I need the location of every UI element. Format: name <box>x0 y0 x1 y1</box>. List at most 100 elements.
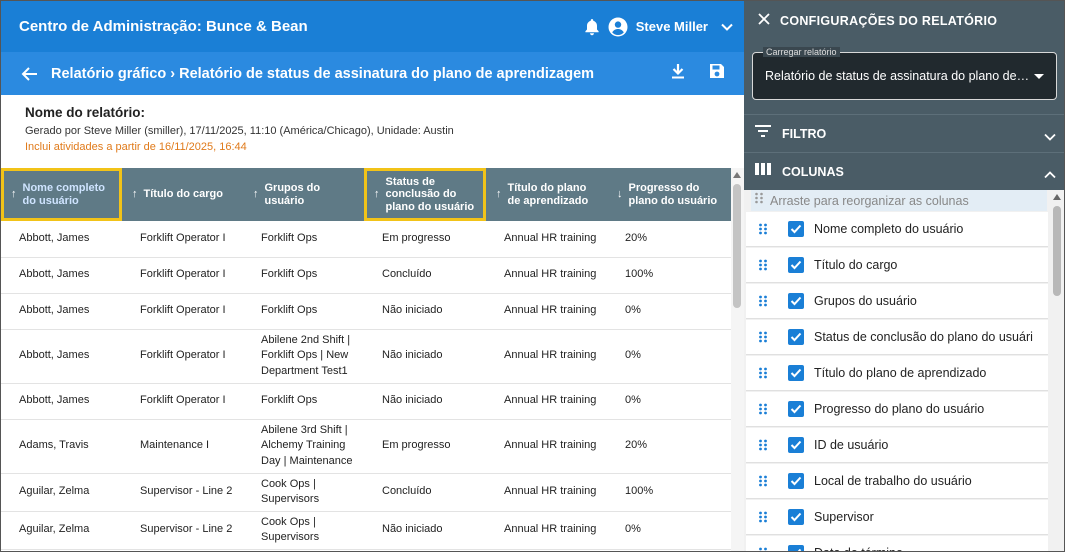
scroll-up-icon[interactable] <box>1053 194 1061 200</box>
column-checkbox[interactable] <box>788 329 804 345</box>
drag-handle-icon[interactable] <box>750 402 776 416</box>
column-header-completion-status[interactable]: ↑ Status de conclusão do plano do usuário <box>364 168 486 221</box>
column-list-item[interactable]: Supervisor <box>746 500 1048 535</box>
column-list-scrollbar[interactable] <box>1049 190 1064 551</box>
cell-status: Concluído <box>364 473 486 512</box>
column-list-item[interactable]: Progresso do plano do usuário <box>746 392 1048 427</box>
cell-user-groups: Cook Ops | Supervisors <box>243 473 364 512</box>
cell-user-groups: Forklift Ops <box>243 257 364 294</box>
cell-full-name: Aguilar, Zelma <box>1 473 122 512</box>
load-report-value: Relatório de status de assinatura do pla… <box>765 69 1030 83</box>
column-item-label: Data de término <box>814 546 1044 551</box>
sub-header: Relatório gráfico › Relatório de status … <box>1 52 744 95</box>
load-report-select[interactable]: Carregar relatório Relatório de status d… <box>752 47 1057 100</box>
cell-full-name: Abbott, James <box>1 221 122 258</box>
column-header-full-name[interactable]: ↑ Nome completo do usuário <box>1 168 122 221</box>
column-checkbox[interactable] <box>788 545 804 551</box>
cell-plan-title: Annual HR training <box>486 293 607 330</box>
sort-arrow-icon: ↑ <box>132 188 138 201</box>
sort-arrow-icon: ↓ <box>617 188 623 201</box>
cell-user-groups: Forklift Ops <box>243 293 364 330</box>
column-checkbox[interactable] <box>788 401 804 417</box>
cell-progress: 0% <box>607 329 731 384</box>
column-item-label: Título do cargo <box>814 258 898 272</box>
cell-status: Não iniciado <box>364 329 486 384</box>
cell-job-title: Supervisor - Line 2 <box>122 473 243 512</box>
column-header-job-title[interactable]: ↑ Título do cargo <box>122 168 243 221</box>
column-checkbox[interactable] <box>788 293 804 309</box>
column-header-user-groups[interactable]: ↑ Grupos do usuário <box>243 168 364 221</box>
column-checkbox[interactable] <box>788 365 804 381</box>
bell-icon[interactable] <box>584 18 600 36</box>
columns-section-toggle[interactable]: COLUNAS <box>744 152 1064 190</box>
column-list-item[interactable]: Data de término <box>746 536 1048 551</box>
cell-progress: 100% <box>607 473 731 512</box>
cell-progress: 0% <box>607 293 731 330</box>
scrollbar-thumb[interactable] <box>733 184 741 308</box>
report-table: ↑ Nome completo do usuário ↑ Título do car… <box>1 168 731 550</box>
column-list-item[interactable]: Título do cargo <box>746 248 1048 283</box>
table-scrollbar[interactable] <box>731 168 744 551</box>
cell-full-name: Abbott, James <box>1 329 122 384</box>
cell-user-groups: Abilene 2nd Shift | Forklift Ops | New D… <box>243 329 364 384</box>
user-name[interactable]: Steve Miller <box>635 19 708 34</box>
column-item-label: Título do plano de aprendizado <box>814 366 987 380</box>
drag-handle-icon[interactable] <box>750 258 776 272</box>
scroll-up-icon[interactable] <box>733 172 741 178</box>
column-header-plan-progress[interactable]: ↓ Progresso do plano do usuário <box>607 168 731 221</box>
columns-icon <box>754 162 772 181</box>
column-list-item[interactable]: ID de usuário <box>746 428 1048 463</box>
filter-section-toggle[interactable]: FILTRO <box>744 114 1064 152</box>
column-list-item[interactable]: Nome completo do usuário <box>746 212 1048 247</box>
cell-progress: 20% <box>607 419 731 474</box>
column-list-item[interactable]: Grupos do usuário <box>746 284 1048 319</box>
close-icon[interactable] <box>758 12 770 30</box>
column-header-plan-title[interactable]: ↑ Título do plano de aprendizado <box>486 168 607 221</box>
drag-handle-icon[interactable] <box>750 510 776 524</box>
scrollbar-thumb[interactable] <box>1053 206 1061 296</box>
cell-plan-title: Annual HR training <box>486 221 607 258</box>
column-checkbox[interactable] <box>788 257 804 273</box>
columns-section-title: COLUNAS <box>782 164 844 179</box>
cell-status: Não iniciado <box>364 383 486 420</box>
drag-handle-icon[interactable] <box>750 474 776 488</box>
back-arrow-icon[interactable] <box>11 66 49 82</box>
column-checkbox[interactable] <box>788 473 804 489</box>
cell-full-name: Adams, Travis <box>1 419 122 474</box>
column-list-item[interactable]: Status de conclusão do plano do usuári <box>746 320 1048 355</box>
load-report-label: Carregar relatório <box>763 47 840 57</box>
column-item-label: ID de usuário <box>814 438 889 452</box>
cell-progress: 20% <box>607 221 731 258</box>
breadcrumb[interactable]: Relatório gráfico › Relatório de status … <box>51 65 595 82</box>
cell-progress: 100% <box>607 257 731 294</box>
column-checkbox[interactable] <box>788 221 804 237</box>
drag-handle-icon[interactable] <box>750 222 776 236</box>
drag-handle-icon <box>754 191 764 210</box>
column-checkbox[interactable] <box>788 509 804 525</box>
sort-arrow-icon: ↑ <box>253 188 259 201</box>
cell-progress: 0% <box>607 511 731 550</box>
panel-title: CONFIGURAÇÕES DO RELATÓRIO <box>780 14 998 28</box>
download-icon[interactable] <box>670 62 686 85</box>
chevron-down-icon[interactable] <box>720 22 734 32</box>
generated-by-text: Gerado por Steve Miller (smiller), 17/11… <box>25 125 454 137</box>
cell-status: Concluído <box>364 257 486 294</box>
column-item-label: Grupos do usuário <box>814 294 917 308</box>
column-checkbox[interactable] <box>788 437 804 453</box>
drag-handle-icon[interactable] <box>750 546 776 551</box>
column-item-label: Progresso do plano do usuário <box>814 402 985 416</box>
table-row: Abbott, James Forklift Operator I Forkli… <box>1 257 731 294</box>
report-settings-panel: CONFIGURAÇÕES DO RELATÓRIO Carregar rela… <box>744 1 1064 551</box>
table-row: Abbott, James Forklift Operator I Abilen… <box>1 329 731 384</box>
drag-handle-icon[interactable] <box>750 294 776 308</box>
drag-handle-icon[interactable] <box>750 330 776 344</box>
report-table-container: ↑ Nome completo do usuário ↑ Título do car… <box>1 168 731 551</box>
save-icon[interactable] <box>708 62 726 85</box>
column-list-item[interactable]: Local de trabalho do usuário <box>746 464 1048 499</box>
column-list-item[interactable]: Título do plano de aprendizado <box>746 356 1048 391</box>
user-avatar-icon[interactable] <box>608 17 628 37</box>
drag-handle-icon[interactable] <box>750 438 776 452</box>
filter-section-title: FILTRO <box>782 126 827 141</box>
drag-handle-icon[interactable] <box>750 366 776 380</box>
